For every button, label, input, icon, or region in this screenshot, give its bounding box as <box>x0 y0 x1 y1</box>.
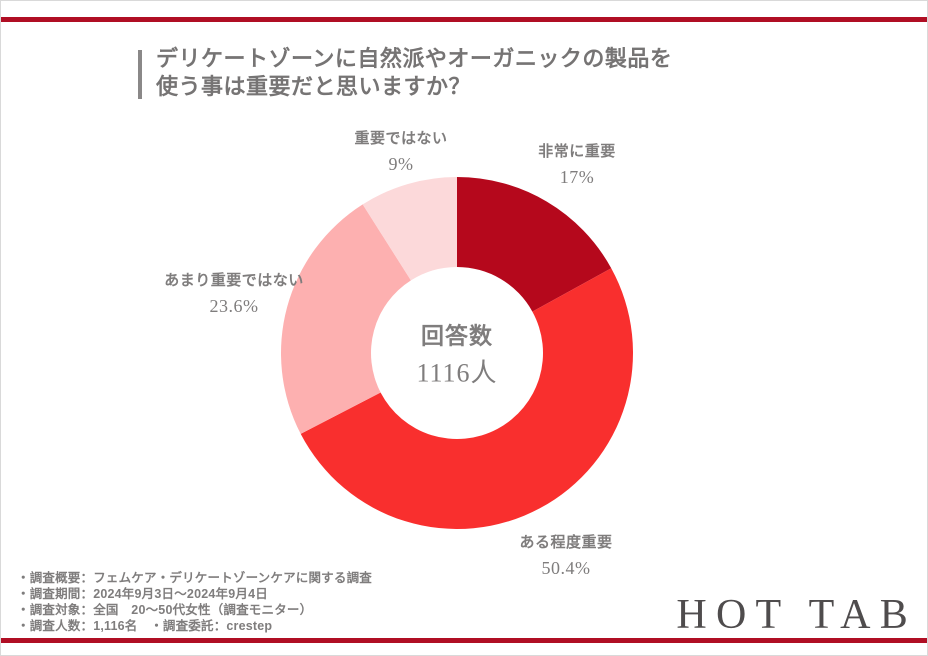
respondent-count-value: 1116人 <box>416 358 498 388</box>
donut-segment-2 <box>280 204 411 434</box>
page-title: デリケートゾーンに自然派やオーガニックの製品を 使う事は重要だと思いますか？ <box>156 45 672 101</box>
survey-note-subjects: ・調査対象：全国 20～50代女性（調査モニター） <box>17 603 313 617</box>
bottom-accent-bar <box>1 638 927 643</box>
survey-notes: ・調査概要：フェムケア・デリケートゾーンケアに関する調査 ・調査期間：2024年… <box>17 570 372 634</box>
segment-label-not-very-important: あまり重要ではない 23.6% <box>164 269 304 317</box>
survey-note-period: ・調査期間：2024年9月3日～2024年9月4日 <box>17 587 268 601</box>
segment-name: 非常に重要 <box>538 143 616 160</box>
segment-label-not-important: 重要ではない 9% <box>354 127 447 175</box>
segment-label-very-important: 非常に重要 17% <box>538 140 616 188</box>
segment-percentage: 23.6% <box>209 296 259 316</box>
donut-segment-0 <box>457 177 612 312</box>
hottab-logo: HOT TAB <box>676 592 917 638</box>
title-block: デリケートゾーンに自然派やオーガニックの製品を 使う事は重要だと思いますか？ <box>138 45 672 101</box>
segment-name: あまり重要ではない <box>164 272 304 289</box>
segment-percentage: 50.4% <box>541 558 591 578</box>
donut-segment-1 <box>300 268 633 529</box>
survey-note-sample-size: ・調査人数：1,116名 ・調査委託：crestep <box>17 619 273 633</box>
segment-name: 重要ではない <box>354 130 448 147</box>
survey-note-overview: ・調査概要：フェムケア・デリケートゾーンケアに関する調査 <box>17 571 372 585</box>
segment-percentage: 9% <box>388 154 414 174</box>
donut-center-label: 回答数 1116人 <box>416 317 497 390</box>
page-title-line1: デリケートゾーンに自然派やオーガニックの製品を <box>156 46 673 71</box>
top-accent-bar <box>1 17 927 22</box>
segment-name: ある程度重要 <box>519 534 613 551</box>
donut-segment-3 <box>362 177 457 281</box>
respondent-count-caption: 回答数 <box>420 322 493 349</box>
segment-label-somewhat-important: ある程度重要 50.4% <box>519 531 612 579</box>
title-marker-bar <box>138 50 142 99</box>
page-title-line2: 使う事は重要だと思いますか？ <box>156 74 472 99</box>
segment-percentage: 17% <box>559 167 595 187</box>
